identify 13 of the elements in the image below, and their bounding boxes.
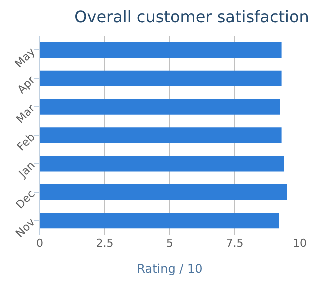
y-tick-label: Dec [14,188,38,212]
x-tick-label: 7.5 [226,237,244,250]
x-tick-label: 2.5 [96,237,114,250]
y-tick-label: Nov [13,216,38,240]
x-tick-label: 5 [166,237,174,250]
x-axis-title: Rating / 10 [137,262,203,276]
y-tick-label: Feb [14,130,38,154]
y-tick-label: Jan [16,159,38,181]
chart-title: Overall customer satisfaction [74,8,310,27]
x-tick-label: 10 [293,237,307,250]
x-tick-label: 0 [36,237,44,250]
y-tick-label: Apr [15,73,38,96]
y-tick-label: Mar [14,102,38,126]
